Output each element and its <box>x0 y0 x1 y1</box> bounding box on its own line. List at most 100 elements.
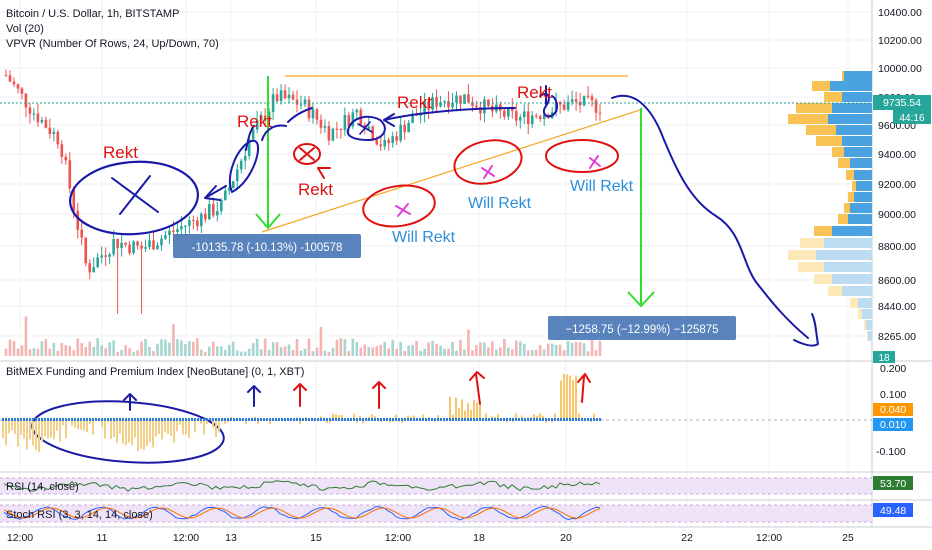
bitmex-premium-bar <box>395 418 397 421</box>
volume-bar <box>331 347 335 356</box>
volume-bar <box>168 342 171 356</box>
bitmex-premium-bar <box>566 418 568 421</box>
price-axis-background <box>872 0 932 550</box>
bitmex-bar <box>200 420 202 424</box>
bitmex-premium-bar <box>278 418 280 421</box>
price-tick: 10400.00 <box>878 7 922 19</box>
bitmex-premium-bar <box>518 418 520 421</box>
candle-body <box>315 109 319 120</box>
bitmex-premium-bar <box>530 418 532 421</box>
candle-body <box>435 97 438 107</box>
volume-bar <box>542 349 546 356</box>
rekt-label-1: Rekt <box>103 143 138 162</box>
bitmex-premium-bar <box>380 418 382 421</box>
volume-bar <box>32 348 36 356</box>
bitmex-premium-bar <box>581 418 583 421</box>
bitmex-bar <box>173 420 175 443</box>
bitmex-premium-bar <box>560 418 562 421</box>
bitmex-bar <box>329 420 331 423</box>
candle-body <box>267 111 271 121</box>
stoch-d-line <box>3 507 601 519</box>
volume-bar <box>204 351 207 356</box>
bitmex-bar <box>20 420 22 436</box>
measure-right[interactable]: −1258.75 (−12.99%) −125875 <box>548 108 736 340</box>
candle-body <box>251 129 255 140</box>
symbol-title: Bitcoin / U.S. Dollar, 1h, BITSTAMP <box>6 8 179 20</box>
candle-body <box>371 126 375 140</box>
volume-bar <box>335 339 339 356</box>
candle-body <box>76 210 80 230</box>
vpvr-row-up <box>852 181 856 191</box>
bitmex-bar <box>185 420 187 435</box>
bitmex-bar <box>593 413 595 420</box>
volume-bar <box>463 349 466 356</box>
volume-bar <box>231 341 235 356</box>
bitmex-premium-bar <box>200 418 202 421</box>
bitmex-bar <box>167 420 169 435</box>
bitmex-bar <box>119 420 121 434</box>
measure-left[interactable]: -10135.78 (-10.13%) -100578 <box>173 76 361 258</box>
candle-body <box>100 255 103 258</box>
volume-bar <box>279 347 283 356</box>
will-rekt-label-3: Will Rekt <box>570 178 634 195</box>
candle-body <box>411 113 414 123</box>
bitmex-bar <box>326 420 328 424</box>
bitmex-premium-bar <box>392 418 394 421</box>
volume-bar <box>283 346 287 356</box>
svg-text:0.010: 0.010 <box>880 419 906 431</box>
bitmex-premium-bar <box>494 418 496 421</box>
candle-body <box>235 169 239 182</box>
bitmex-premium-bar <box>71 418 73 421</box>
candle-body <box>530 115 534 125</box>
candle-body <box>140 245 143 249</box>
volume-bar <box>44 339 48 356</box>
bitmex-premium-bar <box>23 418 25 421</box>
bitmex-premium-bar <box>281 418 283 421</box>
volume-bar <box>427 342 430 356</box>
vpvr-row-down <box>836 125 872 135</box>
volume-bar <box>24 316 28 356</box>
bitmex-bar <box>563 373 565 420</box>
candle-body <box>447 101 450 108</box>
bitmex-premium-bar <box>83 418 85 421</box>
support-trendline[interactable] <box>261 109 641 233</box>
volume-bar <box>558 344 562 356</box>
volume-bar <box>188 341 191 356</box>
candle-body <box>383 139 387 147</box>
bitmex-premium-bar <box>515 418 517 421</box>
bitmex-premium-bar <box>335 418 337 421</box>
bitmex-bar <box>182 420 184 435</box>
volume-bar <box>40 341 44 356</box>
volume-bar <box>522 343 526 356</box>
price-tick: 10200.00 <box>878 35 922 47</box>
volume-bar <box>574 341 578 356</box>
bitmex-premium-bar <box>101 418 103 421</box>
candle-body <box>156 245 159 250</box>
candle-body <box>36 113 40 123</box>
bitmex-bar <box>332 413 334 420</box>
candle-body <box>311 109 315 119</box>
volume-bar <box>72 350 76 356</box>
candle-body <box>148 240 151 248</box>
bitmex-premium-bar <box>311 418 313 421</box>
stoch-badge: 49.48 <box>873 503 913 517</box>
bitmex-premium-bar <box>437 418 439 421</box>
stoch-k-line <box>3 505 601 521</box>
bitmex-premium-bar <box>227 418 229 421</box>
bitmex-bar <box>413 415 415 420</box>
volume-bar <box>411 345 414 356</box>
vpvr-row-up <box>812 81 830 91</box>
volume-bar <box>399 341 402 356</box>
candle-body <box>204 213 207 220</box>
bitmex-premium-bar <box>326 418 328 421</box>
volume-bar <box>419 350 422 356</box>
bitmex-premium-bar <box>524 418 526 421</box>
price-axis[interactable]: 10400.0010200.0010000.009800.009600.0094… <box>878 7 922 343</box>
bitmex-premium-bar <box>440 418 442 421</box>
bitmex-bar <box>62 420 64 426</box>
bitmex-premium-bar <box>275 418 277 421</box>
time-axis[interactable]: 12:00 11 12:00 13 15 12:00 18 20 22 12:00 25 <box>7 532 854 544</box>
bitmex-bar <box>56 420 58 431</box>
candle-body <box>196 220 199 227</box>
